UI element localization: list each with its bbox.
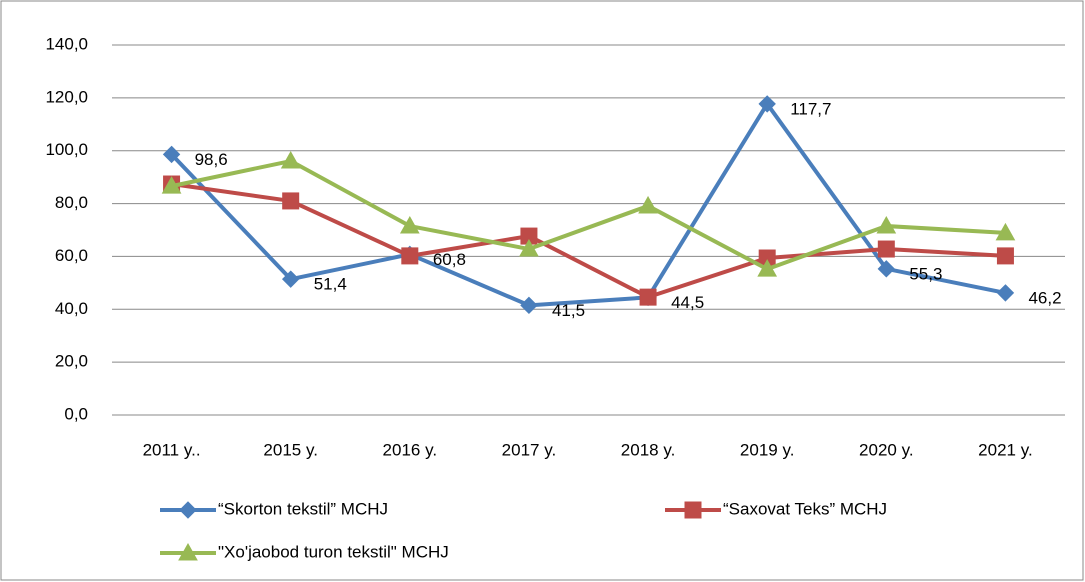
data-label: 60,8 (433, 250, 466, 269)
marker (161, 176, 182, 194)
y-tick-label: 80,0 (55, 193, 88, 212)
data-label: 55,3 (909, 264, 942, 283)
data-label: 44,5 (671, 293, 704, 312)
x-tick-label: 2019 y. (740, 440, 795, 459)
marker (179, 501, 197, 519)
x-tick-label: 2011 y.. (143, 440, 201, 459)
x-tick-label: 2021 y. (978, 440, 1033, 459)
x-tick-label: 2017 y. (502, 440, 557, 459)
marker (877, 240, 895, 258)
series-line (171, 159, 1006, 272)
legend-label: "Xo'jaobod turon tekstil" MCHJ (218, 542, 449, 561)
y-tick-label: 0,0 (64, 404, 88, 423)
marker (996, 284, 1015, 302)
marker (162, 145, 181, 164)
y-tick-label: 140,0 (45, 34, 88, 53)
y-tick-label: 60,0 (55, 246, 88, 265)
marker (876, 216, 897, 234)
series-line (171, 182, 1006, 300)
marker (684, 501, 702, 519)
marker (757, 259, 778, 277)
x-tick-label: 2015 y. (263, 440, 318, 459)
marker (996, 247, 1014, 265)
x-tick-label: 2016 y. (383, 440, 438, 459)
marker (638, 195, 658, 214)
marker (639, 288, 657, 306)
data-label: 46,2 (1028, 288, 1061, 307)
marker (520, 296, 538, 315)
data-label: 51,4 (314, 275, 347, 294)
marker (178, 542, 198, 561)
y-tick-label: 40,0 (55, 299, 88, 318)
marker (280, 151, 301, 169)
series-line (170, 101, 1006, 308)
marker (401, 247, 419, 265)
y-tick-label: 100,0 (45, 140, 88, 159)
marker (995, 222, 1016, 241)
marker (758, 95, 776, 113)
y-tick-label: 120,0 (45, 87, 88, 106)
y-tick-label: 20,0 (55, 352, 88, 371)
data-label: 117,7 (790, 99, 831, 118)
x-tick-label: 2018 y. (621, 440, 676, 459)
legend-label: “Saxovat Teks” MCHJ (723, 499, 887, 518)
marker (282, 192, 300, 210)
data-label: 41,5 (552, 301, 585, 320)
marker (519, 239, 539, 257)
marker (399, 216, 420, 234)
marker (877, 260, 896, 278)
data-label: 98,6 (195, 150, 228, 169)
marker (281, 270, 300, 288)
x-tick-label: 2020 y. (859, 440, 914, 459)
legend-label: “Skorton tekstil” MCHJ (218, 499, 388, 518)
